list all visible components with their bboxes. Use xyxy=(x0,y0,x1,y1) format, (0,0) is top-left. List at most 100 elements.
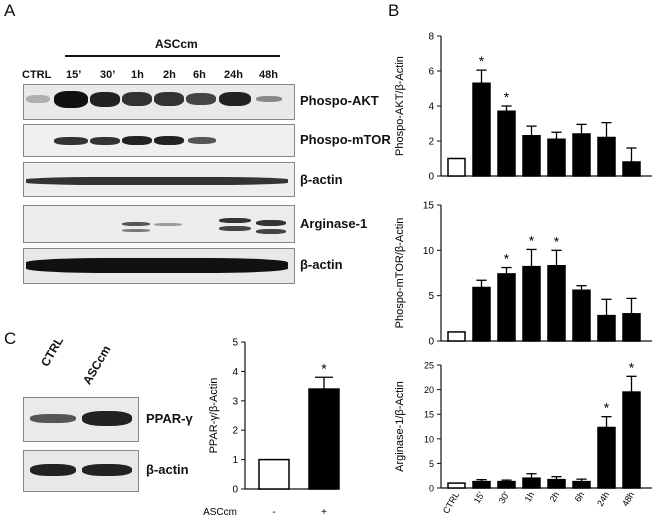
y-tick-label: 0 xyxy=(428,172,434,183)
chart-c: 0 1 2 3 4 5 PPAR-γ/β-Actin - * + ASCcm xyxy=(203,338,340,518)
significance-marker-2: * xyxy=(504,251,510,267)
y-tick-label: 0 xyxy=(429,484,434,494)
category-label-2: 30' xyxy=(497,490,512,505)
bar-7 xyxy=(622,391,641,489)
blot-label-arginase-1: Arginase-1 xyxy=(300,216,368,231)
y-tick-label: 25 xyxy=(424,361,434,371)
blot-beta-actin-1 xyxy=(23,162,295,197)
y-axis-label: Phospo-AKT/β-Actin xyxy=(394,56,406,156)
category-label-6: 24h xyxy=(595,490,611,508)
chart-b-top: 0 2 4 6 8 Phospo-AKT/β-Actin * * xyxy=(394,32,652,183)
lane-label-6: 24h xyxy=(224,69,243,81)
category-label-1: + xyxy=(321,507,327,518)
bar-6 xyxy=(597,136,616,177)
y-tick-label: 15 xyxy=(424,410,434,420)
blot-phospho-akt xyxy=(23,84,295,120)
blot-label-beta-actin-2: β-actin xyxy=(300,257,343,272)
bar-7 xyxy=(622,313,641,342)
lane-label-7: 48h xyxy=(259,69,278,81)
y-tick-label: 0 xyxy=(428,337,434,348)
bar-3 xyxy=(522,135,541,177)
lane-label-0: CTRL xyxy=(22,69,52,81)
lane-label-4: 2h xyxy=(163,69,176,81)
blot-beta-actin-2 xyxy=(23,248,295,284)
y-tick-label: 4 xyxy=(232,367,238,378)
significance-marker-2: * xyxy=(504,89,510,105)
bar-1 xyxy=(472,480,491,489)
category-label-1: 15' xyxy=(472,490,487,505)
significance-marker-3: * xyxy=(529,232,535,248)
bar-2 xyxy=(497,110,516,177)
bar-5 xyxy=(572,289,591,342)
bar-4 xyxy=(547,138,566,177)
lane-label-3: 1h xyxy=(131,69,144,81)
significance-marker-1: * xyxy=(321,360,327,376)
blot-label-phospho-mtor: Phospo-mTOR xyxy=(300,132,391,147)
treatment-bracket xyxy=(65,55,280,57)
bar-5 xyxy=(572,133,591,177)
panel-letter-b: B xyxy=(388,1,400,20)
blot-label-ppar-gamma: PPAR-γ xyxy=(146,411,193,426)
blot-phospho-mtor xyxy=(23,124,295,157)
panel-letter-c: C xyxy=(4,329,17,348)
y-axis-label: Phospo-mTOR/β-Actin xyxy=(394,218,406,329)
bar-0 xyxy=(258,458,290,490)
bar-5 xyxy=(572,480,591,489)
bar-1 xyxy=(472,286,491,342)
blot-label-beta-actin-1: β-actin xyxy=(300,172,343,187)
blot-label-phospho-akt: Phospo-AKT xyxy=(300,93,379,108)
bar-6 xyxy=(597,314,616,342)
lane-label-1: 15’ xyxy=(66,69,82,81)
y-tick-label: 2 xyxy=(428,137,434,148)
blot-arginase-1 xyxy=(23,205,295,243)
bar-2 xyxy=(497,273,516,342)
lane-label-2: 30’ xyxy=(100,69,116,81)
blot-ppar-gamma xyxy=(23,397,139,442)
y-tick-label: 3 xyxy=(232,396,238,407)
category-label-5: 6h xyxy=(573,490,587,504)
bar-4 xyxy=(547,264,566,342)
significance-marker-7: * xyxy=(629,359,635,375)
treatment-label: ASCcm xyxy=(155,37,198,51)
bar-0 xyxy=(447,157,466,177)
panel-c-lane-asccm: ASCcm xyxy=(80,343,114,387)
category-label-3: 1h xyxy=(523,490,537,504)
bar-6 xyxy=(597,426,616,489)
y-tick-label: 5 xyxy=(428,291,434,302)
category-label-4: 2h xyxy=(548,490,562,504)
y-tick-label: 10 xyxy=(423,246,435,257)
bar-1 xyxy=(308,388,340,490)
significance-marker-1: * xyxy=(479,53,485,69)
bar-1 xyxy=(472,82,491,177)
y-tick-label: 4 xyxy=(428,102,434,113)
blot-panel-c-beta-actin xyxy=(23,450,139,492)
bar-3 xyxy=(522,265,541,342)
panel-c-lane-ctrl: CTRL xyxy=(38,334,67,369)
category-label-7: 48h xyxy=(620,490,636,508)
y-axis-label: PPAR-γ/β-Actin xyxy=(208,378,220,454)
significance-marker-4: * xyxy=(554,233,560,249)
blot-label-panel-c-beta-actin: β-actin xyxy=(146,462,189,477)
bar-4 xyxy=(547,478,566,489)
y-axis-label: Arginase-1/β-Actin xyxy=(394,381,406,472)
category-label-0: - xyxy=(272,507,275,518)
chart-b-bot: 0 5 10 15 20 25 Arginase-1/β-Actin CTRL 15' 30' 1h… xyxy=(394,359,652,515)
bar-0 xyxy=(447,482,466,489)
y-tick-label: 1 xyxy=(232,455,238,466)
y-tick-label: 5 xyxy=(232,338,238,349)
lane-label-5: 6h xyxy=(193,69,206,81)
bar-3 xyxy=(522,477,541,489)
y-tick-label: 0 xyxy=(232,485,238,496)
category-label-0: CTRL xyxy=(441,490,461,515)
y-tick-label: 2 xyxy=(232,426,238,437)
y-tick-label: 6 xyxy=(428,67,434,78)
y-tick-label: 5 xyxy=(429,459,434,469)
x-axis-label: ASCcm xyxy=(203,507,237,518)
bar-0 xyxy=(447,331,466,342)
bar-2 xyxy=(497,480,516,489)
panel-letter-a: A xyxy=(4,1,16,20)
y-tick-label: 10 xyxy=(424,434,434,444)
significance-marker-6: * xyxy=(604,400,610,416)
y-tick-label: 15 xyxy=(423,201,435,212)
y-tick-label: 8 xyxy=(428,32,434,43)
